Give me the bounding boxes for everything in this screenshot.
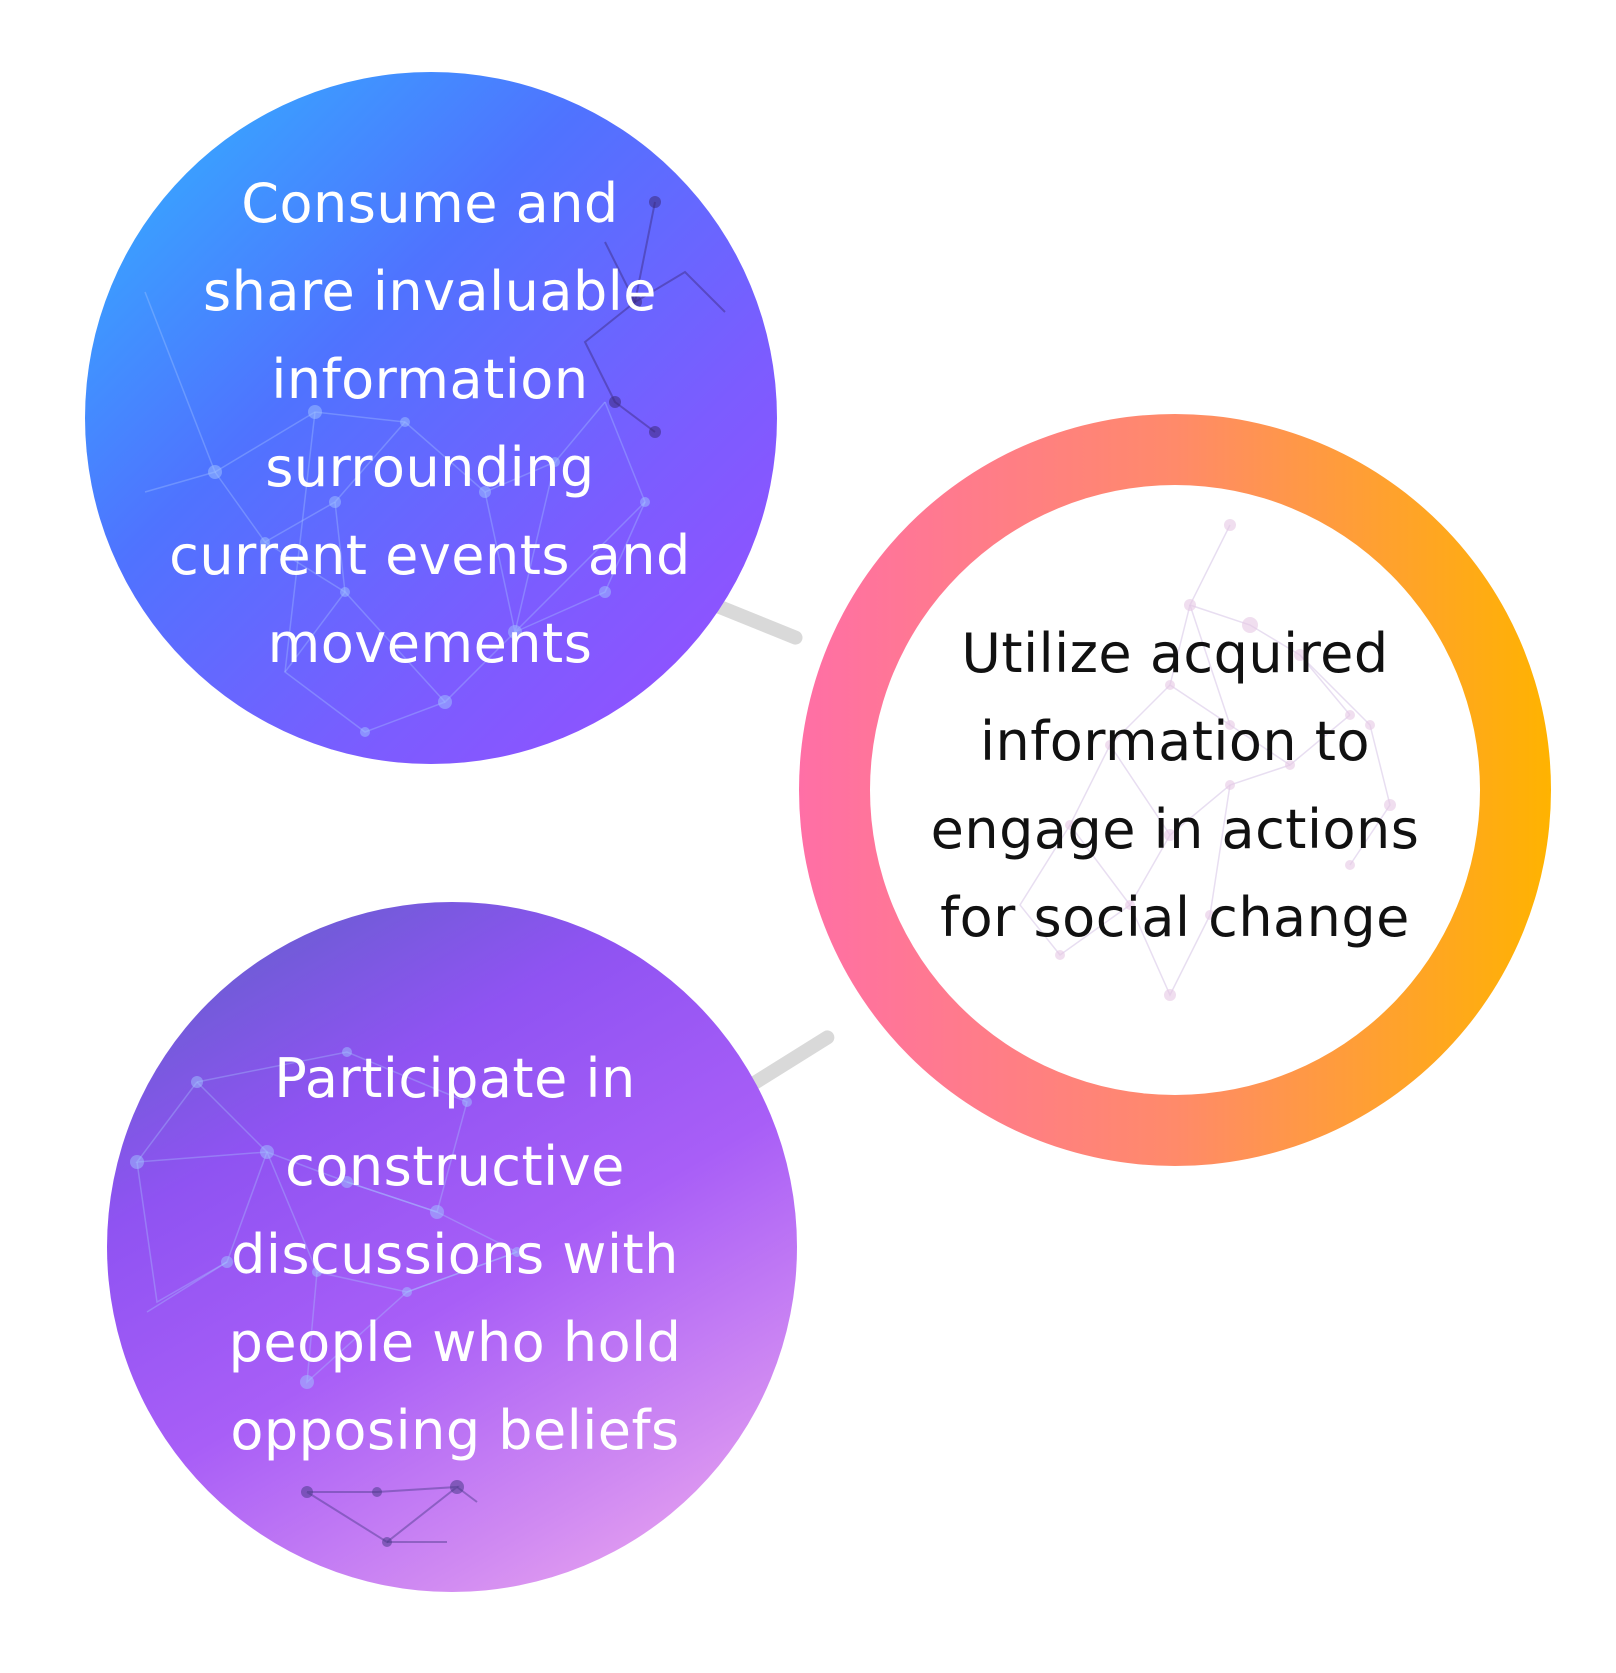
bubble-bottom [107,902,797,1592]
network-pattern-bottom [130,1047,522,1547]
bubble-right-text: Utilize acquired information to engage i… [930,622,1420,949]
bubble-top [85,72,777,764]
network-pattern-top [144,196,726,737]
bubble-bottom-text: Participate in constructive discussions … [228,1047,682,1462]
bubble-top-text: Consume and share invaluable information… [169,172,691,675]
network-pattern-right [1019,519,1396,1001]
ring-right-inner [870,485,1480,1095]
